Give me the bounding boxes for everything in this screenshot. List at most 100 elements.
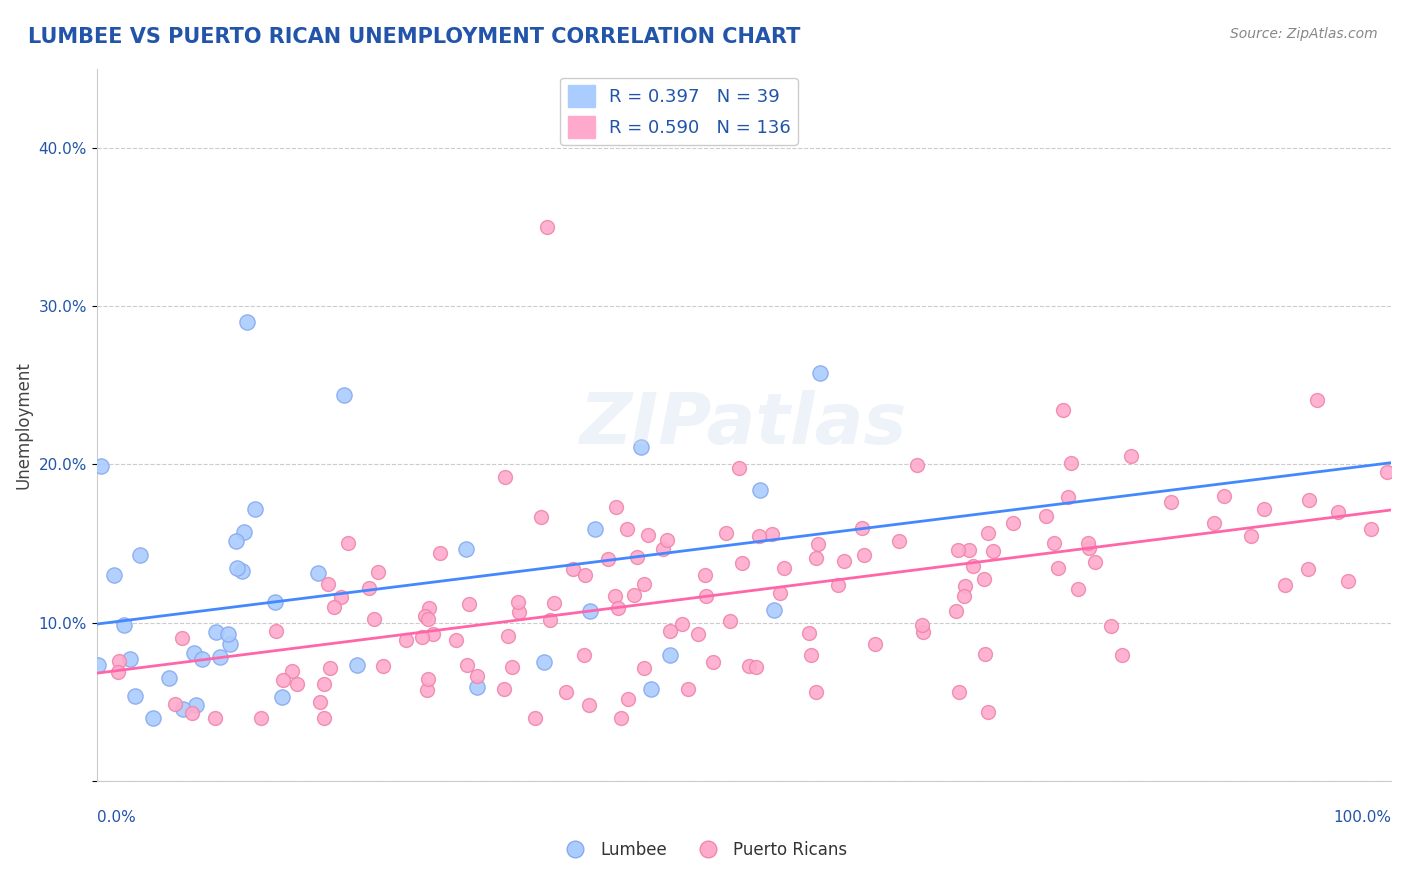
Point [319,661,342,675]
Point [231,565,253,579]
Point [1326,505,1348,519]
Point [204,711,226,725]
Point [658,648,681,663]
Point [373,659,395,673]
Point [1202,516,1225,530]
Point [686,627,709,641]
Point [948,685,970,699]
Point [112,618,135,632]
Point [1084,555,1107,569]
Point [671,617,693,632]
Point [720,614,742,628]
Point [630,440,652,454]
Text: Source: ZipAtlas.com: Source: ZipAtlas.com [1230,27,1378,41]
Point [103,567,125,582]
Point [124,690,146,704]
Point [574,568,596,582]
Point [953,579,976,593]
Point [235,315,257,329]
Legend: R = 0.397   N = 39, R = 0.590   N = 136: R = 0.397 N = 39, R = 0.590 N = 136 [561,78,799,145]
Point [183,646,205,660]
Point [728,460,751,475]
Point [851,521,873,535]
Point [172,701,194,715]
Point [543,596,565,610]
Point [224,534,246,549]
Point [676,681,699,696]
Point [1376,465,1399,479]
Point [804,685,827,699]
Point [467,669,489,683]
Point [773,560,796,574]
Point [808,366,831,380]
Point [332,388,354,402]
Point [1077,535,1099,549]
Point [762,603,785,617]
Point [1296,562,1319,576]
Point [747,529,769,543]
Point [1305,393,1327,408]
Point [508,605,530,619]
Point [418,601,440,615]
Point [454,541,477,556]
Point [1035,508,1057,523]
Point [1067,582,1090,597]
Point [415,682,437,697]
Point [118,652,141,666]
Point [578,604,600,618]
Point [657,533,679,547]
Point [616,692,638,706]
Point [977,705,1000,719]
Point [1337,574,1360,588]
Point [598,551,620,566]
Point [1078,541,1101,555]
Point [583,522,606,536]
Point [536,219,558,234]
Text: LUMBEE VS PUERTO RICAN UNEMPLOYMENT CORRELATION CHART: LUMBEE VS PUERTO RICAN UNEMPLOYMENT CORR… [28,27,800,46]
Point [945,604,967,618]
Point [129,549,152,563]
Point [1060,456,1083,470]
Point [264,624,287,638]
Point [946,543,969,558]
Point [799,625,821,640]
Point [501,660,523,674]
Legend: Lumbee, Puerto Ricans: Lumbee, Puerto Ricans [551,835,855,866]
Point [1253,502,1275,516]
Point [264,595,287,609]
Point [322,600,344,615]
Point [287,677,309,691]
Point [336,536,359,550]
Point [1052,402,1074,417]
Point [416,673,439,687]
Point [413,609,436,624]
Point [714,526,737,541]
Point [911,625,934,640]
Point [314,711,336,725]
Point [640,682,662,697]
Point [693,568,716,582]
Point [359,581,381,595]
Point [181,706,204,720]
Point [492,682,515,697]
Point [1047,561,1070,575]
Point [429,546,451,560]
Point [973,572,995,586]
Point [806,550,828,565]
Point [659,624,682,639]
Text: 100.0%: 100.0% [1333,810,1391,824]
Point [731,556,754,570]
Point [107,654,129,668]
Point [367,565,389,579]
Point [170,632,193,646]
Point [626,549,648,564]
Point [530,510,553,524]
Point [748,483,770,497]
Point [330,590,353,604]
Point [316,577,339,591]
Point [1002,516,1025,530]
Point [281,664,304,678]
Point [533,655,555,669]
Point [1043,536,1066,550]
Point [163,697,186,711]
